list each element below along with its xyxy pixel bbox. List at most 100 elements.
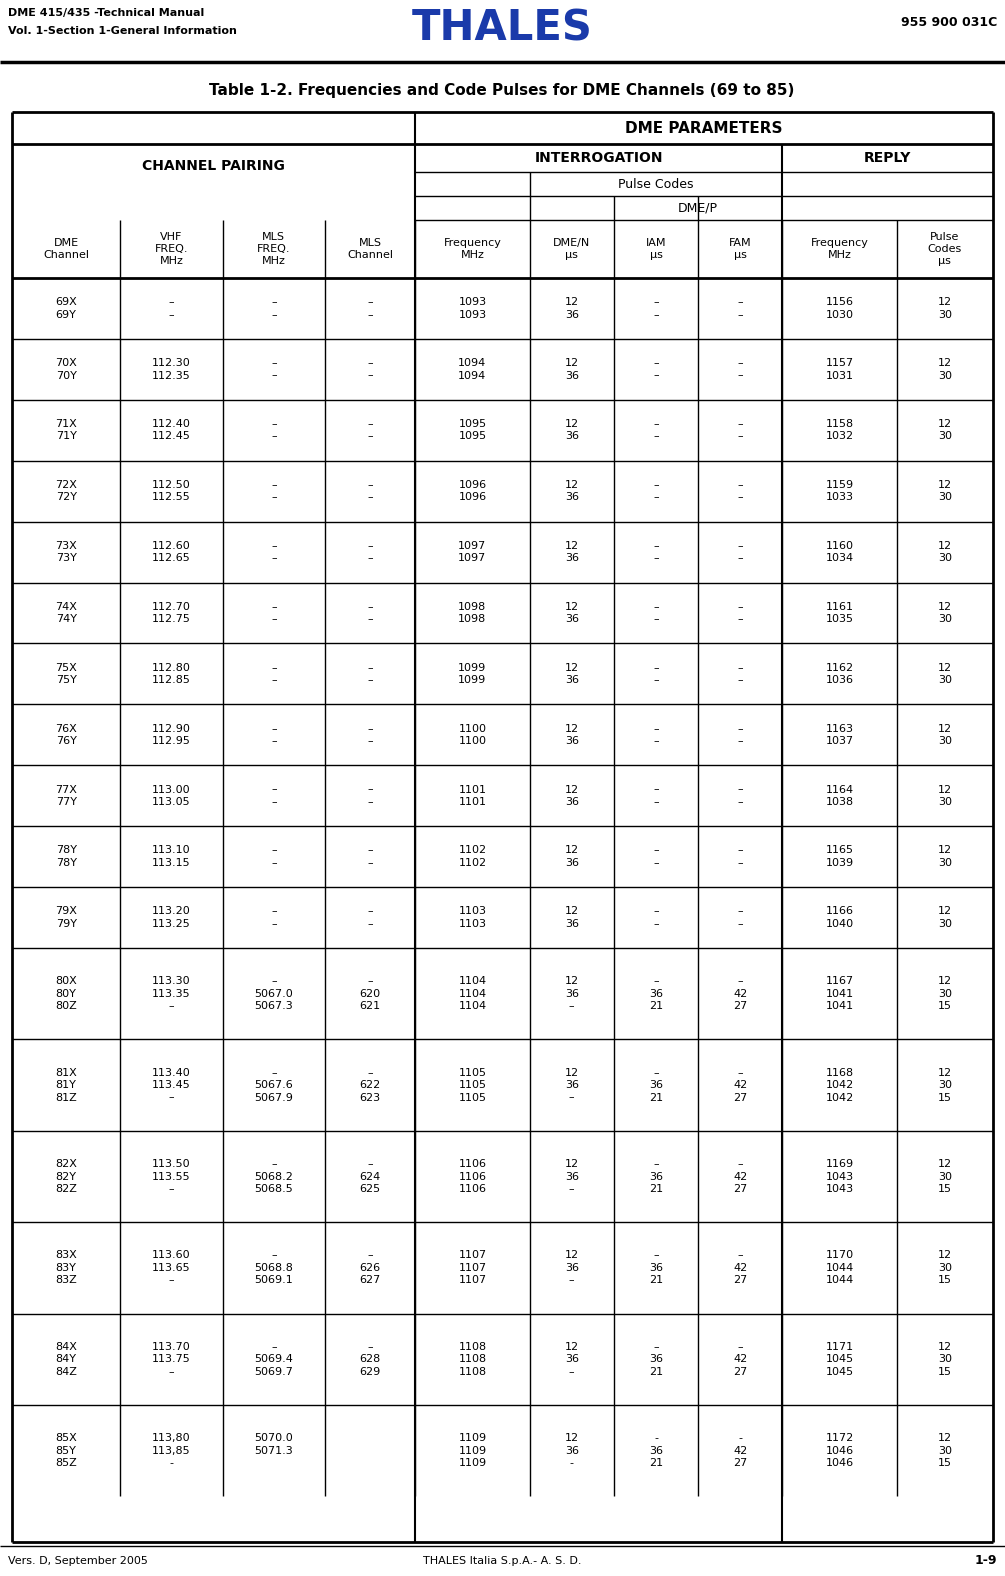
Text: 1158
1032: 1158 1032 [825,419,853,441]
Text: –
–: – – [653,906,659,928]
Text: 12
30
15: 12 30 15 [938,1433,952,1467]
Text: –
–: – – [653,602,659,624]
Text: –
–: – – [738,663,743,686]
Text: 12
30: 12 30 [938,723,952,745]
Text: –
–: – – [738,785,743,807]
Text: DME
Channel: DME Channel [43,238,89,260]
Text: 1160
1034: 1160 1034 [825,541,853,563]
Text: –
–: – – [738,906,743,928]
Text: 83X
83Y
83Z: 83X 83Y 83Z [55,1250,77,1286]
Text: 112.40
112.45: 112.40 112.45 [152,419,191,441]
Text: –
–: – – [271,419,276,441]
Text: 1109
1109
1109: 1109 1109 1109 [458,1433,486,1467]
Text: 1161
1035: 1161 1035 [825,602,853,624]
Text: 1157
1031: 1157 1031 [825,358,853,380]
Text: –
42
27: – 42 27 [733,977,748,1012]
Text: 1165
1039: 1165 1039 [825,845,853,868]
Text: 85X
85Y
85Z: 85X 85Y 85Z [55,1433,77,1467]
Text: –
–: – – [653,541,659,563]
Text: 70X
70Y: 70X 70Y [55,358,77,380]
Text: 1108
1108
1108: 1108 1108 1108 [458,1341,486,1377]
Text: –
628
629: – 628 629 [360,1341,381,1377]
Text: 1168
1042
1042: 1168 1042 1042 [825,1067,853,1103]
Text: 12
30: 12 30 [938,541,952,563]
Text: 12
36: 12 36 [565,723,579,745]
Text: –
42
27: – 42 27 [733,1067,748,1103]
Text: 1098
1098: 1098 1098 [458,602,486,624]
Text: 12
36: 12 36 [565,481,579,503]
Text: 1104
1104
1104: 1104 1104 1104 [458,977,486,1012]
Text: 1096
1096: 1096 1096 [458,481,486,503]
Text: –
622
623: – 622 623 [360,1067,381,1103]
Text: –
–: – – [271,298,276,320]
Text: 5070.0
5071.3: 5070.0 5071.3 [254,1433,293,1467]
Text: 12
36: 12 36 [565,358,579,380]
Text: Vol. 1-Section 1-General Information: Vol. 1-Section 1-General Information [8,25,237,36]
Text: 113.00
113.05: 113.00 113.05 [152,785,191,807]
Text: Frequency
MHz: Frequency MHz [811,238,868,260]
Text: 955 900 031C: 955 900 031C [900,16,997,28]
Text: 113,80
113,85
-: 113,80 113,85 - [152,1433,191,1467]
Text: –
5069.4
5069.7: – 5069.4 5069.7 [254,1341,293,1377]
Text: –
–: – – [653,785,659,807]
Text: –
–: – – [367,906,373,928]
Text: 1099
1099: 1099 1099 [458,663,486,686]
Text: Table 1-2. Frequencies and Code Pulses for DME Channels (69 to 85): Table 1-2. Frequencies and Code Pulses f… [209,82,795,98]
Text: 112.90
112.95: 112.90 112.95 [152,723,191,745]
Text: –
5068.8
5069.1: – 5068.8 5069.1 [254,1250,293,1286]
Text: –
36
21: – 36 21 [649,1250,663,1286]
Text: DME/P: DME/P [678,202,719,214]
Text: –
–: – – [367,541,373,563]
Text: 1097
1097: 1097 1097 [458,541,486,563]
Text: 113.30
113.35
–: 113.30 113.35 – [152,977,191,1012]
Text: –
–: – – [367,298,373,320]
Text: –
–: – – [367,602,373,624]
Text: 1103
1103: 1103 1103 [458,906,486,928]
Text: 12
30: 12 30 [938,358,952,380]
Text: –
5067.6
5067.9: – 5067.6 5067.9 [254,1067,293,1103]
Text: 12
36
-: 12 36 - [565,1433,579,1467]
Text: 74X
74Y: 74X 74Y [55,602,77,624]
Text: 84X
84Y
84Z: 84X 84Y 84Z [55,1341,77,1377]
Text: 1171
1045
1045: 1171 1045 1045 [825,1341,853,1377]
Text: 1170
1044
1044: 1170 1044 1044 [825,1250,853,1286]
Text: 12
36: 12 36 [565,906,579,928]
Text: VHF
FREQ.
MHz: VHF FREQ. MHz [155,232,188,266]
Text: –
–: – – [653,723,659,745]
Text: –
–: – – [367,358,373,380]
Text: –
–: – – [367,845,373,868]
Text: –
626
627: – 626 627 [360,1250,381,1286]
Text: –
–: – – [653,663,659,686]
Text: 73X
73Y: 73X 73Y [55,541,77,563]
Text: –
–: – – [738,845,743,868]
Text: THALES Italia S.p.A.- A. S. D.: THALES Italia S.p.A.- A. S. D. [423,1556,581,1567]
Text: MLS
Channel: MLS Channel [347,238,393,260]
Text: 12
36
–: 12 36 – [565,1067,579,1103]
Text: –
–: – – [169,298,174,320]
Text: 112.70
112.75: 112.70 112.75 [152,602,191,624]
Text: 80X
80Y
80Z: 80X 80Y 80Z [55,977,77,1012]
Text: –
–: – – [738,723,743,745]
Text: 112.80
112.85: 112.80 112.85 [152,663,191,686]
Text: 77X
77Y: 77X 77Y [55,785,77,807]
Text: 1172
1046
1046: 1172 1046 1046 [825,1433,853,1467]
Text: –
36
21: – 36 21 [649,1158,663,1195]
Text: 69X
69Y: 69X 69Y [55,298,77,320]
Text: 1169
1043
1043: 1169 1043 1043 [825,1158,853,1195]
Text: –
36
21: – 36 21 [649,1067,663,1103]
Text: 76X
76Y: 76X 76Y [55,723,77,745]
Text: 1167
1041
1041: 1167 1041 1041 [825,977,853,1012]
Text: 1101
1101: 1101 1101 [458,785,486,807]
Text: 113.40
113.45
–: 113.40 113.45 – [152,1067,191,1103]
Text: –
–: – – [271,663,276,686]
Text: –
42
27: – 42 27 [733,1250,748,1286]
Text: 1163
1037: 1163 1037 [825,723,853,745]
Text: –
–: – – [738,419,743,441]
Text: 112.60
112.65: 112.60 112.65 [152,541,191,563]
Text: 12
36
–: 12 36 – [565,1250,579,1286]
Text: –
–: – – [738,481,743,503]
Text: 1106
1106
1106: 1106 1106 1106 [458,1158,486,1195]
Text: –
–: – – [271,906,276,928]
Text: 113.10
113.15: 113.10 113.15 [152,845,191,868]
Text: –
–: – – [271,602,276,624]
